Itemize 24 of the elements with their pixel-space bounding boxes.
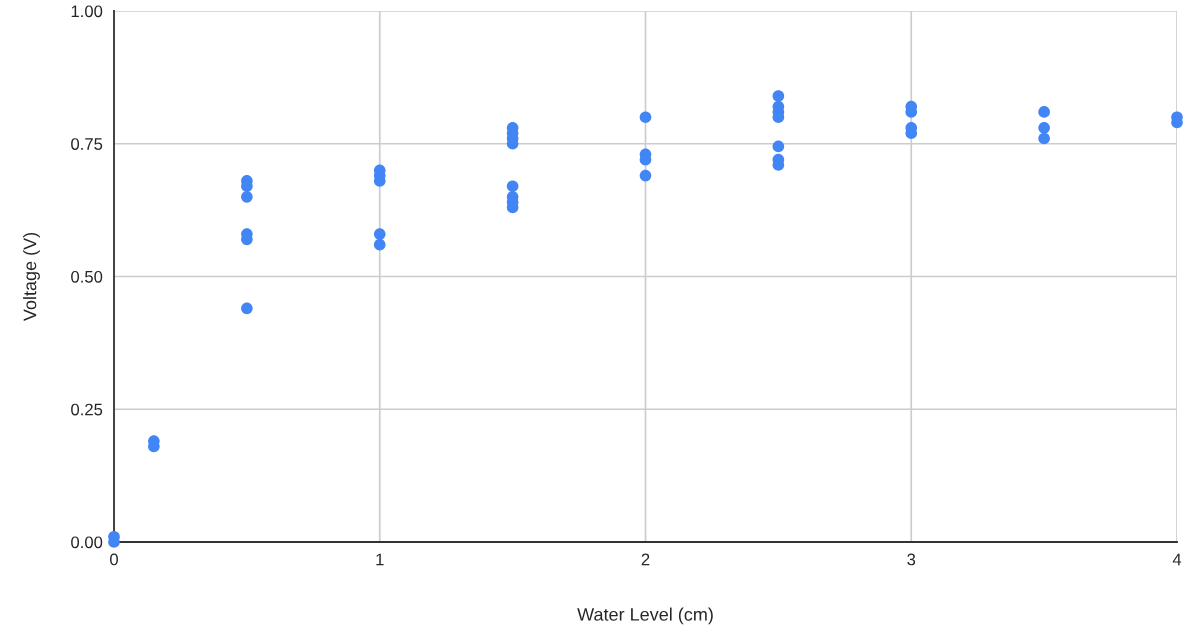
point <box>639 169 652 182</box>
point <box>772 90 785 102</box>
point <box>772 140 785 153</box>
point <box>1038 132 1050 145</box>
point <box>639 111 652 124</box>
point <box>373 228 386 240</box>
x-tick-label: 3 <box>907 553 916 566</box>
x-axis-title: Water Level (cm) <box>577 607 713 625</box>
y-axis-title: Voltage (V) <box>23 232 40 322</box>
x-tick-label: 4 <box>1172 553 1182 566</box>
point <box>506 180 519 193</box>
y-tick-label: 1.00 <box>71 5 103 18</box>
point <box>241 302 253 315</box>
y-tick-label: 0.75 <box>71 138 103 150</box>
x-tick-label: 2 <box>641 553 650 566</box>
y-tick-label: 0.25 <box>71 403 103 416</box>
x-tick-label: 0 <box>110 553 118 566</box>
y-tick-label: 0.50 <box>71 270 103 283</box>
y-tick-label: 0.00 <box>71 536 103 549</box>
x-tick-label: 1 <box>376 553 384 566</box>
point <box>241 191 253 203</box>
point <box>1038 106 1050 118</box>
point <box>1038 122 1050 134</box>
point <box>373 238 386 251</box>
